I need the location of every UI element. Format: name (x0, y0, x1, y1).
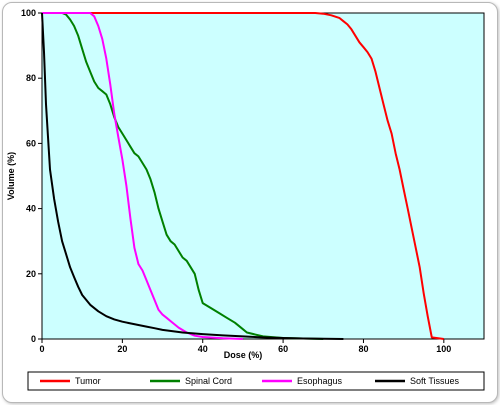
x-tick-label: 100 (436, 344, 451, 354)
series-line-spinal-cord (42, 12, 324, 340)
y-tick-label: 100 (21, 8, 36, 18)
x-tick-label: 0 (39, 344, 44, 354)
y-tick-label: 40 (26, 204, 36, 214)
legend-label-tumor: Tumor (75, 376, 101, 386)
y-tick-label: 80 (26, 73, 36, 83)
legend: Tumor Spinal Cord Esophagus Soft Tissues (27, 371, 485, 391)
y-tick-label: 0 (31, 334, 36, 344)
series-line-esophagus (42, 12, 243, 340)
y-axis-title: Volume (%) (6, 152, 16, 200)
x-axis: 0 20 40 60 80 100 (39, 339, 451, 354)
legend-label-esophagus: Esophagus (297, 376, 343, 386)
series-line-soft-tissues (41, 12, 344, 340)
series-lines (41, 12, 444, 340)
x-tick-label: 80 (358, 344, 368, 354)
y-tick-label: 60 (26, 138, 36, 148)
x-tick-label: 60 (278, 344, 288, 354)
x-tick-label: 40 (198, 344, 208, 354)
x-tick-label: 20 (117, 344, 127, 354)
x-axis-title: Dose (%) (224, 350, 263, 360)
series-line-tumor (42, 12, 444, 340)
y-tick-label: 20 (26, 269, 36, 279)
legend-label-soft-tissues: Soft Tissues (410, 376, 460, 386)
y-axis: 0 20 40 60 80 100 (21, 8, 42, 344)
legend-label-spinal-cord: Spinal Cord (185, 376, 232, 386)
plot-area (41, 12, 485, 340)
legend-box (27, 371, 485, 391)
